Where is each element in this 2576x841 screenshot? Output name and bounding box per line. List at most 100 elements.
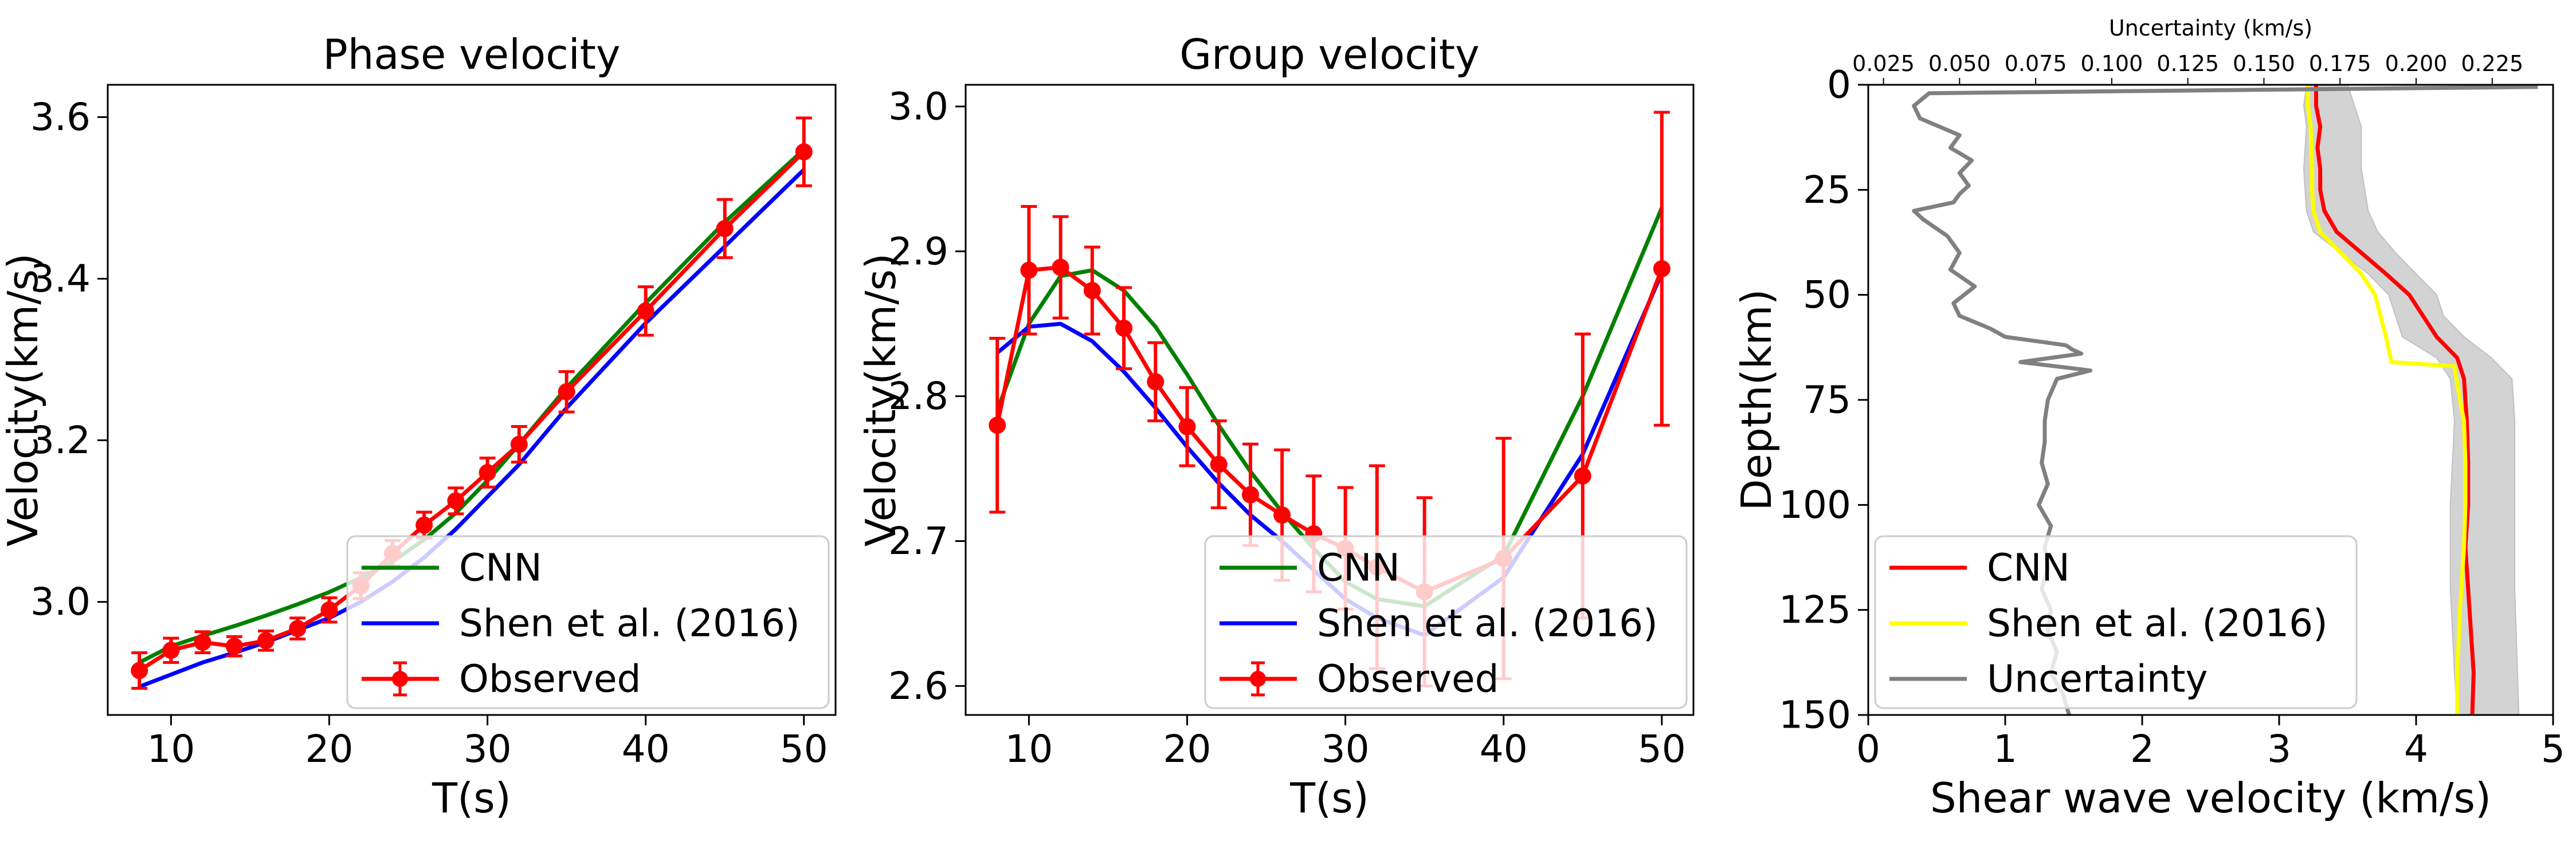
- legend-label: CNN: [1317, 546, 1400, 590]
- group-velocity-y-axis-label: Velocity(km/s): [857, 253, 905, 547]
- uncertainty-top-axis-label: Uncertainty (km/s): [2109, 15, 2312, 41]
- phase-velocity-axes-frame: [107, 84, 837, 716]
- phase|0-x-tick-label: 10: [147, 727, 195, 771]
- observed-point: [1241, 486, 1259, 504]
- phase-velocity-title: Phase velocity: [323, 30, 620, 78]
- top-axis-tick-label: 0.200: [2385, 51, 2448, 76]
- shear|2-x-tick-label: 1: [1993, 727, 2017, 771]
- top-axis-tick-label: 0.175: [2309, 51, 2371, 76]
- legend-label: Shen et al. (2016): [1987, 602, 2328, 646]
- observed-point: [1115, 319, 1133, 337]
- phase-velocity-legend: CNN Shen et al. (2016) Observed: [346, 535, 830, 709]
- observed-point: [162, 642, 180, 659]
- top-axis-tick-label: 0.075: [2005, 51, 2067, 76]
- observed-point: [1147, 373, 1165, 391]
- uncertainty-top-axis-ticks: 0.025 0.050 0.075 0.100 0.125 0.150 0.175 0.200…: [1852, 51, 2523, 85]
- group|1-x-tick-label: 50: [1638, 727, 1686, 771]
- phase|0-x-tick-label: 20: [305, 727, 354, 771]
- group-velocity-axes-frame: [964, 84, 1695, 716]
- phase|0-x-tick-label: 30: [464, 727, 512, 771]
- phase|0-y-tick-label: 3.2: [30, 418, 91, 462]
- observed-point: [795, 143, 813, 161]
- observed-point: [225, 638, 243, 655]
- observed-point: [415, 516, 433, 534]
- phase|0-y-tick-label: 3.0: [30, 580, 91, 624]
- shear|2-x-tick-label: 3: [2267, 727, 2291, 771]
- shear|2-x-tick-label: 4: [2404, 727, 2428, 771]
- legend-box: [1204, 535, 1688, 709]
- top-axis-tick-label: 0.100: [2080, 51, 2143, 76]
- legend-label: Uncertainty: [1987, 657, 2208, 701]
- phase|0-y-tick-label: 3.6: [30, 95, 91, 139]
- depth-y-axis-label: Depth(km): [1732, 289, 1781, 510]
- shear|2-y-tick-label: 50: [1803, 273, 1851, 317]
- group|1-y-tick-label: 3.0: [888, 84, 948, 128]
- observed-point: [558, 383, 575, 400]
- observed-point: [1653, 260, 1671, 278]
- top-axis-tick-label: 0.150: [2233, 51, 2295, 76]
- phase|0-x-tick-label: 50: [780, 727, 828, 771]
- observed-point: [131, 662, 148, 679]
- observed-point: [1083, 282, 1101, 300]
- legend-box: [346, 535, 830, 709]
- velocity-profile-line: [2306, 85, 2468, 715]
- observed-point: [194, 634, 211, 651]
- shear|2-y-tick-label: 75: [1803, 378, 1851, 422]
- shear-wave-velocity-legend: CNN Shen et al. (2016) Uncertainty: [1874, 535, 2358, 709]
- top-axis-tick-label: 0.025: [1852, 51, 1915, 76]
- group|1-x-tick-label: 10: [1005, 727, 1053, 771]
- velocity-profile-line: [2314, 85, 2476, 716]
- top-axis-tick-label: 0.050: [1928, 51, 1991, 76]
- legend-label: CNN: [459, 546, 542, 590]
- shear|2-y-tick-label: 100: [1779, 483, 1851, 527]
- observed-point: [637, 302, 654, 320]
- group-velocity-title: Group velocity: [1179, 30, 1479, 78]
- legend-label: Shen et al. (2016): [1317, 602, 1658, 646]
- legend-label: Shen et al. (2016): [459, 602, 800, 646]
- phase-velocity-panel: 10 20 30 40 50 3.0 3.2 3.4 3.6 Phase velocity T(…: [0, 30, 837, 822]
- group-velocity-legend: CNN Shen et al. (2016) Observed: [1204, 535, 1688, 709]
- group|1-y-tick-label: 2.9: [888, 229, 948, 273]
- top-axis-tick-label: 0.225: [2461, 51, 2523, 76]
- observed-point: [1178, 418, 1196, 435]
- observed-point: [1020, 261, 1038, 279]
- observed-point: [1273, 506, 1291, 524]
- legend-label: Observed: [1317, 657, 1499, 701]
- legend-label: Observed: [459, 657, 641, 701]
- legend-marker: [1250, 671, 1266, 687]
- group|1-x-tick-label: 40: [1480, 727, 1528, 771]
- group-velocity-panel: 10 20 30 40 50 2.6 2.7 2.8 2.9 3.0 Group velocity…: [857, 30, 1695, 822]
- legend-box: [1874, 535, 2358, 709]
- group|1-y-tick-label: 2.7: [888, 519, 948, 563]
- observed-point: [289, 620, 307, 638]
- group-velocity-x-axis-label: T(s): [1289, 774, 1369, 822]
- phase|0-y-tick-label: 3.4: [30, 257, 91, 301]
- legend-label: CNN: [1987, 546, 2070, 590]
- shear|2-y-tick-label: 150: [1779, 693, 1851, 737]
- shear-wave-velocity-x-axis-label: Shear wave velocity (km/s): [1930, 774, 2491, 822]
- shear-wave-velocity-axes-frame: [1867, 84, 2554, 716]
- observed-point: [447, 492, 465, 510]
- observed-point: [1574, 467, 1591, 485]
- group|1-y-tick-label: 2.6: [888, 664, 948, 708]
- observed-point: [716, 220, 734, 238]
- shear|2-y-tick-label: 125: [1779, 588, 1851, 632]
- group|1-y-tick-label: 2.8: [888, 374, 948, 418]
- observed-point: [1210, 455, 1228, 473]
- phase-velocity-x-axis-label: T(s): [432, 774, 511, 822]
- observed-point: [510, 435, 528, 453]
- observed-point: [1052, 258, 1069, 276]
- group-velocity-ticks: 10 20 30 40 50 2.6 2.7 2.8 2.9 3.0: [888, 84, 1686, 771]
- shear|2-x-tick-label: 5: [2541, 727, 2565, 771]
- observed-point: [989, 416, 1006, 434]
- group|1-x-tick-label: 30: [1322, 727, 1370, 771]
- phase-velocity-ticks: 10 20 30 40 50 3.0 3.2 3.4 3.6: [30, 95, 828, 771]
- observed-point: [257, 632, 275, 650]
- top-axis-tick-label: 0.125: [2157, 51, 2219, 76]
- shear|2-x-tick-label: 2: [2130, 727, 2154, 771]
- observed-point: [479, 463, 496, 481]
- shear|2-y-tick-label: 25: [1803, 168, 1851, 212]
